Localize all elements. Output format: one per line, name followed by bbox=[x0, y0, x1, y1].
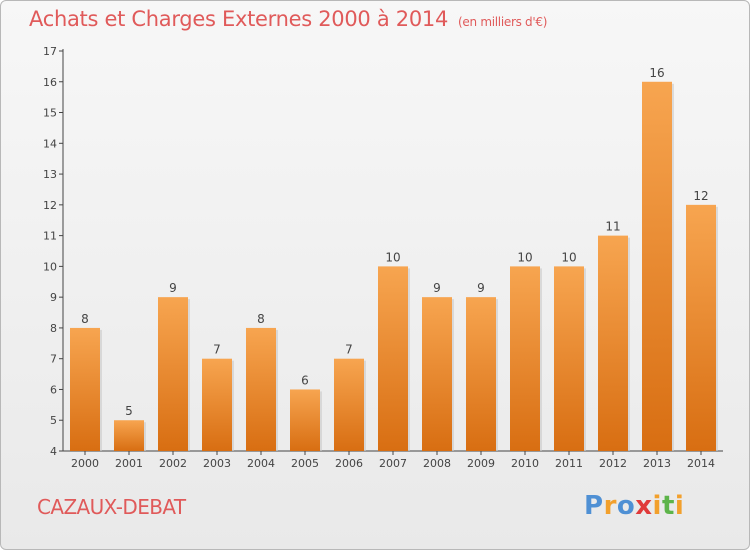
bar bbox=[114, 420, 144, 451]
value-label: 10 bbox=[561, 250, 576, 264]
value-label: 8 bbox=[81, 312, 89, 326]
chart-title: Achats et Charges Externes 2000 à 2014 (e… bbox=[29, 7, 547, 31]
chart-subtitle: (en milliers d'€) bbox=[458, 15, 548, 29]
value-labels: 8 5 9 7 8 6 7 10 9 9 10 10 11 16 12 bbox=[81, 66, 708, 418]
x-tick-label: 2007 bbox=[379, 457, 407, 470]
logo-letter: i bbox=[674, 491, 685, 521]
y-tick-label: 15 bbox=[43, 107, 57, 120]
bar bbox=[246, 327, 276, 451]
x-tick-label: 2009 bbox=[467, 457, 495, 470]
y-tick-label: 10 bbox=[43, 260, 57, 273]
value-label: 11 bbox=[605, 220, 620, 234]
value-label: 12 bbox=[693, 189, 708, 203]
y-tick-label: 7 bbox=[50, 353, 57, 366]
proxiti-logo: Proxiti bbox=[584, 491, 684, 521]
x-tick-label: 2000 bbox=[71, 457, 99, 470]
y-tick-label: 9 bbox=[50, 291, 57, 304]
y-tick-label: 6 bbox=[50, 383, 57, 396]
x-tick-label: 2014 bbox=[687, 457, 715, 470]
logo-letter: o bbox=[616, 491, 636, 521]
logo-letter: t bbox=[661, 491, 675, 521]
bar bbox=[290, 389, 320, 451]
place-name: CAZAUX-DEBAT bbox=[37, 495, 186, 519]
value-label: 8 bbox=[257, 312, 265, 326]
bar bbox=[466, 297, 496, 451]
bar bbox=[378, 266, 408, 451]
value-label: 7 bbox=[345, 343, 353, 357]
x-tick-label: 2013 bbox=[643, 457, 671, 470]
value-label: 5 bbox=[125, 404, 133, 418]
value-label: 6 bbox=[301, 373, 309, 387]
bar bbox=[510, 266, 540, 451]
x-tick-label: 2012 bbox=[599, 457, 627, 470]
value-label: 9 bbox=[169, 281, 177, 295]
bars bbox=[70, 81, 718, 452]
value-label: 9 bbox=[477, 281, 485, 295]
chart-title-text: Achats et Charges Externes 2000 à 2014 bbox=[29, 7, 449, 31]
value-label: 7 bbox=[213, 343, 221, 357]
logo-letter: x bbox=[635, 491, 653, 521]
tick-labels: 4 5 6 7 8 9 10 11 12 13 14 15 16 17 2000 2001 2002 2003 20… bbox=[43, 45, 715, 470]
logo-letter: r bbox=[603, 491, 617, 521]
bar bbox=[158, 297, 188, 451]
y-tick-label: 17 bbox=[43, 45, 57, 58]
bar bbox=[554, 266, 584, 451]
y-tick-label: 8 bbox=[50, 322, 57, 335]
value-label: 10 bbox=[385, 250, 400, 264]
y-tick-label: 5 bbox=[50, 414, 57, 427]
y-tick-label: 12 bbox=[43, 199, 57, 212]
x-tick-label: 2006 bbox=[335, 457, 363, 470]
bar bbox=[598, 235, 628, 451]
y-tick-label: 14 bbox=[43, 137, 57, 150]
y-tick-label: 4 bbox=[50, 445, 57, 458]
x-tick-label: 2005 bbox=[291, 457, 319, 470]
logo-letter: P bbox=[584, 491, 604, 521]
bar bbox=[202, 358, 232, 451]
bar bbox=[422, 297, 452, 451]
bar-chart: 8 5 9 7 8 6 7 10 9 9 10 10 11 16 12 4 5 6 7 8 9 10 11 12 13 14 15… bbox=[43, 45, 723, 470]
bar bbox=[334, 358, 364, 451]
bar bbox=[642, 81, 672, 452]
x-tick-label: 2010 bbox=[511, 457, 539, 470]
bar bbox=[70, 327, 100, 451]
value-label: 16 bbox=[649, 66, 664, 80]
x-tick-label: 2002 bbox=[159, 457, 187, 470]
value-label: 9 bbox=[433, 281, 441, 295]
x-tick-label: 2001 bbox=[115, 457, 143, 470]
y-tick-label: 16 bbox=[43, 76, 57, 89]
x-tick-label: 2004 bbox=[247, 457, 275, 470]
y-tick-label: 13 bbox=[43, 168, 57, 181]
logo-letter: i bbox=[652, 491, 662, 521]
x-tick-label: 2003 bbox=[203, 457, 231, 470]
y-tick-label: 11 bbox=[43, 230, 57, 243]
value-label: 10 bbox=[517, 250, 532, 264]
bar bbox=[686, 204, 716, 451]
x-tick-label: 2008 bbox=[423, 457, 451, 470]
x-tick-label: 2011 bbox=[555, 457, 583, 470]
